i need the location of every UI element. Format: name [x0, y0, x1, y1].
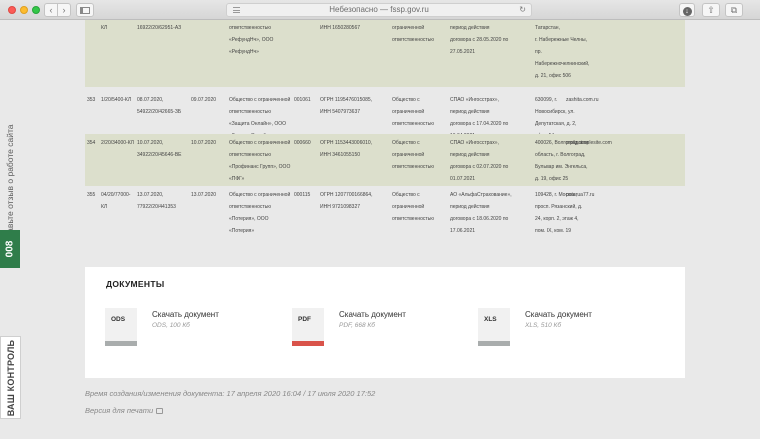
cell-reestr: 001061	[294, 97, 311, 103]
file-meta: XLS, 510 Кб	[525, 322, 562, 329]
cell-address: 400026, Волгоградская область, г. Волгогр…	[535, 140, 589, 182]
table-row: 353 1/20/5400-КЛ 08.07.2020, 54922/20/426…	[85, 87, 685, 139]
cell-form: Общество с ограниченной ответственностью	[392, 192, 435, 222]
close-window-button[interactable]	[8, 6, 16, 14]
cell-date2: 13.07.2020	[191, 192, 217, 198]
cell-dates: 16922/20/62951-АЗ	[137, 25, 182, 31]
share-icon: ⇧	[707, 5, 715, 15]
cell-date2: 10.07.2020	[191, 140, 217, 146]
badge-008-label: 008	[4, 240, 16, 258]
cell-site-link[interactable]: poterua77.ru	[566, 192, 595, 198]
feedback-tab[interactable]: Оставьте отзыв о работе сайта	[0, 20, 20, 255]
badge-008[interactable]: 008	[0, 230, 20, 268]
download-link[interactable]: Скачать документ	[525, 310, 592, 319]
cell-date2: 09.07.2020	[191, 97, 217, 103]
cell-num: 353	[87, 97, 96, 103]
sidebar-icon	[80, 6, 90, 14]
forward-button[interactable]: ›	[57, 3, 71, 17]
print-version-label: Версия для печати	[85, 406, 154, 415]
cell-site-link[interactable]: zashita.com.ru	[566, 97, 599, 103]
cell-ogrn: ОГРН 1195476015085, ИНН 5407973637	[320, 97, 373, 115]
cell-insurer: АО «АльфаСтрахование», период действия дог…	[450, 192, 512, 234]
chevron-left-icon: ‹	[49, 5, 53, 15]
cell-dates: 13.07.2020, 77922/20/441353	[137, 192, 176, 210]
refresh-icon[interactable]: ↻	[519, 5, 526, 14]
minimize-window-button[interactable]	[20, 6, 28, 14]
address-bar[interactable]: Небезопасно — fssp.gov.ru ↻	[226, 3, 532, 17]
reader-icon[interactable]	[233, 7, 240, 13]
cell-insurer: период действия договора с 28.05.2020 по 2…	[450, 25, 509, 55]
cell-reestr: 000115	[294, 192, 311, 198]
documents-panel: ДОКУМЕНТЫ ODS Скачать документ ODS, 100 …	[85, 267, 685, 378]
document-item-pdf[interactable]: PDF Скачать документ PDF, 668 Кб	[292, 308, 472, 348]
pdf-file-icon[interactable]: PDF	[292, 308, 324, 346]
browser-toolbar: ‹ › Небезопасно — fssp.gov.ru ↻ ↓ ⇧ ⧉	[0, 0, 760, 20]
cell-reg: КЛ	[101, 25, 108, 31]
file-meta: ODS, 100 Кб	[152, 322, 190, 329]
cell-dates: 08.07.2020, 54922/20/42665-ЗБ	[137, 97, 182, 115]
table-row: 355 04/20/77000- КЛ 13.07.2020, 77922/20/4…	[85, 186, 685, 246]
cell-ogrn: ОГРН 1153443006010, ИНН 3461055150	[320, 140, 373, 158]
cell-address: Татарстан, г. Набережные Челны, пр. Набереж…	[535, 25, 590, 79]
document-item-xls[interactable]: XLS Скачать документ XLS, 510 Кб	[478, 308, 658, 348]
download-icon: ↓	[682, 7, 692, 16]
ods-file-icon[interactable]: ODS	[105, 308, 137, 346]
document-item-ods[interactable]: ODS Скачать документ ODS, 100 Кб	[105, 308, 285, 348]
cell-ogrn: ИНН 1650280567	[320, 25, 361, 31]
download-link[interactable]: Скачать документ	[339, 310, 406, 319]
cell-reg: 1/20/5400-КЛ	[101, 97, 132, 103]
download-link[interactable]: Скачать документ	[152, 310, 219, 319]
cell-reg: 04/20/77000- КЛ	[101, 192, 131, 210]
cell-ogrn: ОГРН 1207700166864, ИНН 9721098327	[320, 192, 373, 210]
control-widget-label: ВАШ КОНТРОЛЬ	[6, 339, 16, 417]
downloads-button[interactable]: ↓	[679, 3, 695, 17]
cell-form: ограниченной ответственностью	[392, 25, 435, 43]
xls-file-icon[interactable]: XLS	[478, 308, 510, 346]
registry-table: КЛ 16922/20/62951-АЗ ответственностью «Ре…	[85, 20, 685, 246]
cell-num: 354	[87, 140, 96, 146]
cell-reg: 2/20/34000-КЛ	[101, 140, 134, 146]
cell-num: 355	[87, 192, 96, 198]
printer-icon	[156, 408, 164, 414]
table-row: КЛ 16922/20/62951-АЗ ответственностью «Ре…	[85, 20, 685, 87]
tabs-icon: ⧉	[730, 5, 738, 15]
share-button[interactable]: ⇧	[702, 3, 720, 17]
chevron-right-icon: ›	[62, 5, 66, 15]
table-row: 354 2/20/34000-КЛ 10.07.2020, 34922/20/45…	[85, 134, 685, 186]
print-version-link[interactable]: Версия для печати	[85, 406, 164, 415]
sidebar-toggle-button[interactable]	[76, 3, 94, 17]
control-widget[interactable]: ВАШ КОНТРОЛЬ	[0, 336, 21, 419]
documents-title: ДОКУМЕНТЫ	[106, 279, 165, 289]
cell-form: Общество с ограниченной ответственностью	[392, 97, 435, 127]
cell-name: Общество с ограниченной ответственностью «…	[229, 192, 291, 234]
cell-name: ответственностью «РефундНч», ООО «РефундНч…	[229, 25, 274, 55]
cell-address: 109428, г. Москва, просп. Рязанский, д. 24…	[535, 192, 583, 234]
tabs-overview-button[interactable]: ⧉	[725, 3, 743, 17]
cell-dates: 10.07.2020, 34922/20/45646-ВЕ	[137, 140, 182, 158]
cell-site-link[interactable]: profg.simplesite.com	[566, 140, 612, 146]
address-text: Небезопасно — fssp.gov.ru	[329, 5, 429, 14]
cell-insurer: СПАО «Ингосстрах», период действия договор…	[450, 140, 509, 182]
cell-name: Общество с ограниченной ответственностью «…	[229, 140, 291, 182]
cell-form: Общество с ограниченной ответственностью	[392, 140, 435, 170]
back-button[interactable]: ‹	[44, 3, 58, 17]
cell-reestr: 000660	[294, 140, 311, 146]
document-timestamp: Время создания/изменения документа: 17 а…	[85, 389, 376, 398]
file-meta: PDF, 668 Кб	[339, 322, 375, 329]
zoom-window-button[interactable]	[32, 6, 40, 14]
